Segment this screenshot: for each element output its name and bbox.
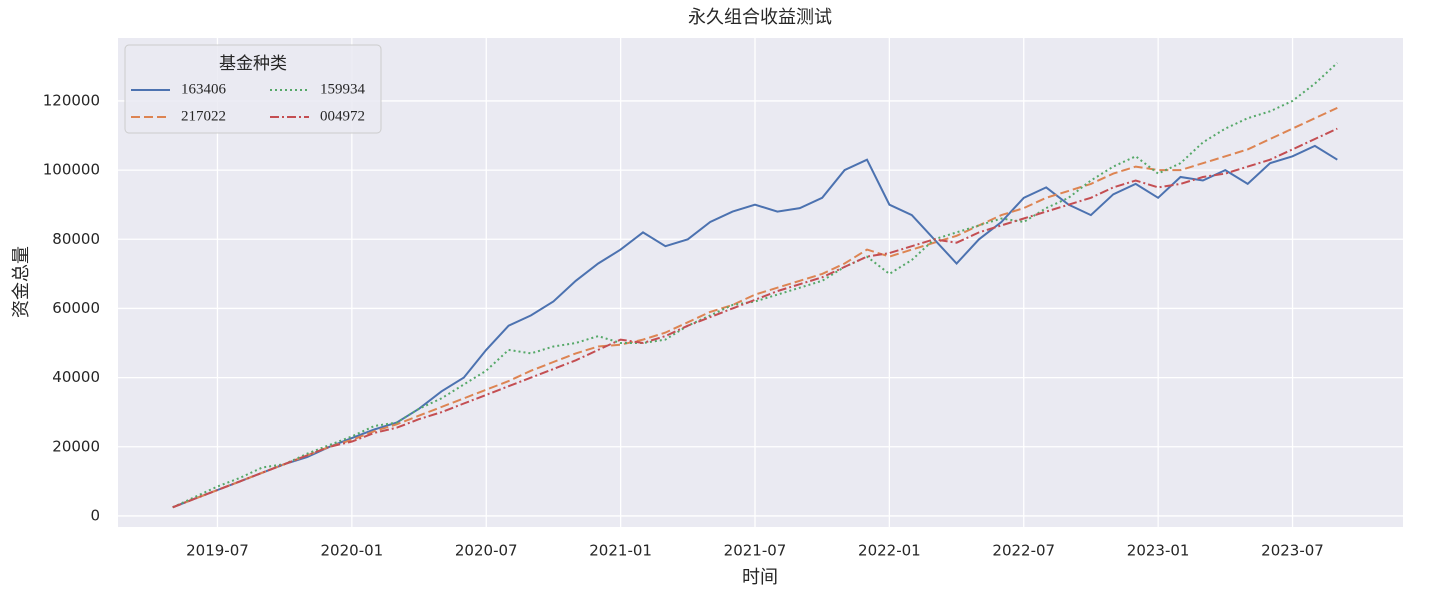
legend-label: 163406 <box>181 81 227 97</box>
x-tick-label: 2020-01 <box>321 542 384 560</box>
x-tick-label: 2019-07 <box>186 542 249 560</box>
x-tick-label: 2023-01 <box>1127 542 1190 560</box>
legend-label: 004972 <box>320 108 365 124</box>
y-axis-label: 资金总量 <box>11 246 32 318</box>
y-tick-label: 60000 <box>52 299 100 317</box>
x-tick-label: 2021-07 <box>724 542 787 560</box>
legend-box <box>124 44 382 134</box>
y-tick-label: 100000 <box>43 161 100 179</box>
x-tick-label: 2023-07 <box>1261 542 1324 560</box>
legend-title: 基金种类 <box>219 54 287 74</box>
legend-label: 159934 <box>320 81 366 97</box>
x-tick-label: 2020-07 <box>455 542 518 560</box>
y-tick-label: 20000 <box>52 437 100 455</box>
y-tick-label: 0 <box>90 506 100 524</box>
chart-title: 永久组合收益测试 <box>688 7 832 28</box>
x-tick-label: 2021-01 <box>589 542 652 560</box>
x-axis-label: 时间 <box>742 567 778 588</box>
y-tick-label: 120000 <box>43 91 100 109</box>
x-tick-label: 2022-01 <box>858 542 921 560</box>
y-tick-label: 80000 <box>52 230 100 248</box>
x-tick-label: 2022-07 <box>992 542 1055 560</box>
data-line <box>172 144 1338 509</box>
y-tick-label: 40000 <box>52 368 100 386</box>
data-line <box>172 127 1338 509</box>
legend-label: 217022 <box>181 108 226 124</box>
